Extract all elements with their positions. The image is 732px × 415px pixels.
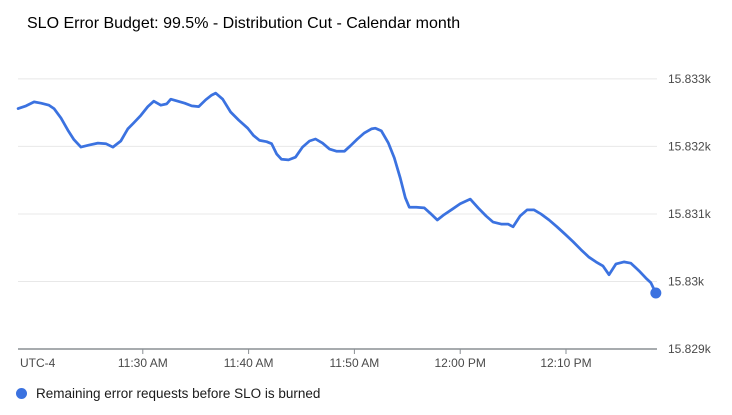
legend-series-label: Remaining error requests before SLO is b… — [36, 386, 321, 401]
y-axis-tick-label: 15.832k — [668, 139, 712, 153]
y-axis-tick-label: 15.829k — [668, 342, 712, 356]
x-axis-tick-label: 11:30 AM — [118, 356, 168, 370]
legend-item[interactable]: Remaining error requests before SLO is b… — [16, 386, 320, 401]
x-axis-tick-label: 12:10 PM — [540, 356, 591, 370]
x-axis-tick-label: 11:40 AM — [224, 356, 274, 370]
y-axis-tick-label: 15.831k — [668, 207, 712, 221]
x-axis-tick-label: 11:50 AM — [329, 356, 379, 370]
y-axis-tick-label: 15.833k — [668, 72, 712, 86]
legend-series-marker-icon — [16, 388, 27, 399]
series-line — [16, 91, 658, 295]
x-axis-tick-label: 12:00 PM — [435, 356, 486, 370]
utc-offset-label: UTC-4 — [20, 356, 56, 370]
series-endpoint-dot — [650, 287, 662, 299]
chart-title: SLO Error Budget: 99.5% - Distribution C… — [27, 15, 461, 32]
y-axis-tick-label: 15.83k — [668, 275, 705, 289]
